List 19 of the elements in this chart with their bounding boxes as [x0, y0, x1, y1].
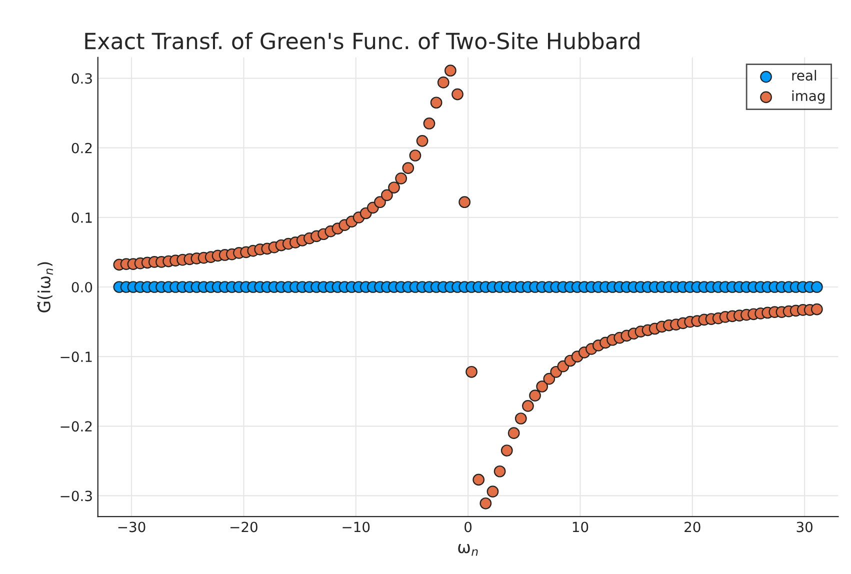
legend-label: real: [792, 70, 816, 81]
chart-title: Exact Transf. of Green's Func. of Two-Site Hubbard: [85, 32, 640, 50]
x-tick-label: −10: [342, 522, 370, 532]
x-tick-label: 0: [464, 522, 472, 532]
y-tick-label: −0.3: [60, 490, 92, 502]
x-axis-title: ω$_{n}$: [458, 544, 478, 556]
x-tick-label: −20: [230, 522, 258, 532]
x-tick-label: 20: [684, 522, 700, 532]
y-tick-label: 0.1: [72, 212, 92, 223]
y-tick-label: 0.3: [72, 73, 92, 84]
y-axis-title: G̃(iω$_{n}$): [37, 262, 53, 312]
y-tick-label: 0.0: [72, 282, 92, 292]
x-tick-label: −30: [118, 522, 146, 532]
x-tick-label: 30: [796, 522, 812, 532]
x-tick-label: 10: [572, 522, 588, 532]
legend-label: imag: [792, 90, 824, 104]
y-tick-label: −0.2: [60, 421, 92, 432]
y-tick-label: 0.2: [72, 142, 92, 154]
y-tick-label: −0.1: [60, 352, 92, 362]
